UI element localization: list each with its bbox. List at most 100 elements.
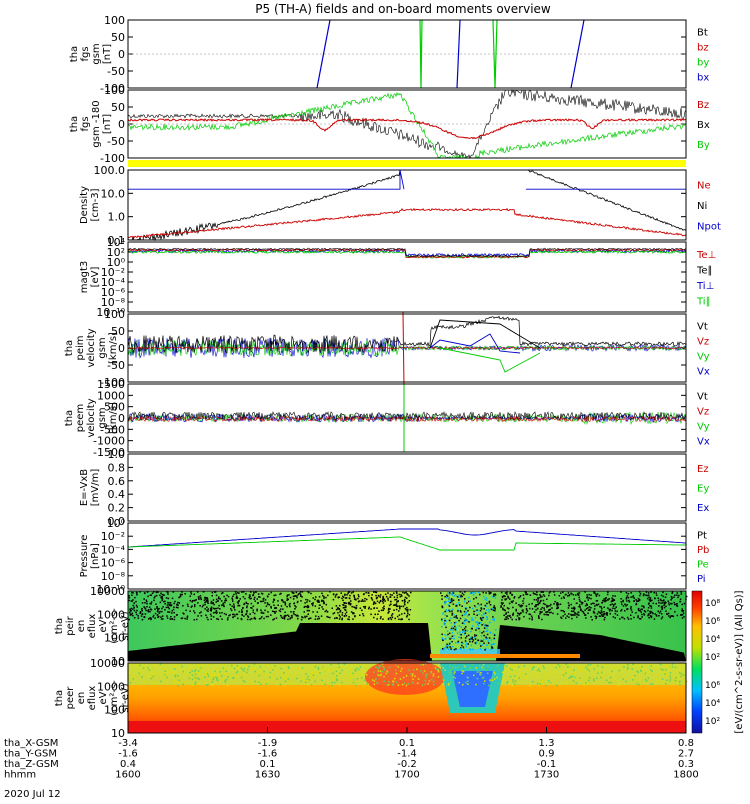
speckle-mid	[451, 625, 453, 628]
speckle	[400, 593, 402, 596]
speckle	[571, 675, 574, 678]
speckle	[161, 596, 164, 598]
speckle	[611, 597, 613, 599]
speckle	[391, 684, 394, 686]
speckle	[256, 674, 259, 676]
speckle	[168, 611, 171, 613]
speckle	[674, 679, 677, 682]
speckle	[399, 670, 402, 672]
speckle	[215, 676, 217, 678]
speckle	[517, 612, 519, 614]
speckle-mid	[450, 617, 452, 620]
speckle	[375, 666, 377, 668]
speckle	[463, 664, 465, 666]
speckle	[679, 600, 682, 603]
panel-frame	[127, 169, 687, 241]
speckle-mid	[485, 609, 488, 611]
speckle-mid	[492, 608, 494, 610]
speckle	[198, 596, 200, 598]
speckle	[556, 602, 558, 604]
speckle-mid	[446, 615, 448, 617]
speckle	[458, 681, 460, 684]
speckle	[353, 606, 355, 608]
legend-temperature: Te⊥	[696, 250, 716, 261]
speckle	[291, 591, 293, 594]
speckle	[641, 616, 643, 618]
speckle	[669, 665, 671, 668]
speckle	[193, 619, 196, 621]
speckle	[682, 674, 685, 676]
speckle	[518, 618, 520, 621]
speckle	[625, 596, 628, 599]
speckle	[363, 670, 365, 672]
speckle	[338, 596, 340, 598]
speckle	[312, 604, 314, 607]
speckle	[241, 609, 243, 611]
speckle	[487, 684, 490, 687]
speckle	[575, 594, 577, 596]
speckle	[157, 616, 159, 618]
speckle	[642, 668, 644, 670]
speckle-mid	[483, 595, 485, 598]
speckle	[332, 672, 334, 675]
speckle-mid	[469, 600, 471, 602]
speckle	[540, 611, 542, 614]
speckle	[351, 605, 353, 608]
speckle-mid	[474, 616, 477, 619]
speckle	[594, 605, 596, 607]
speckle	[148, 606, 151, 608]
speckle-mid	[458, 599, 460, 601]
speckle	[605, 612, 608, 614]
speckle	[342, 607, 345, 609]
speckle-mid	[452, 591, 454, 593]
speckle	[481, 677, 484, 679]
speckle	[244, 682, 246, 684]
speckle	[662, 673, 664, 675]
speckle	[612, 595, 614, 597]
speckle	[410, 591, 412, 594]
speckle	[175, 614, 178, 616]
speckle	[518, 677, 520, 679]
speckle	[640, 670, 642, 672]
speckle	[540, 595, 542, 597]
speckle	[496, 676, 498, 679]
speckle	[284, 601, 286, 603]
speckle	[660, 613, 663, 615]
speckle	[487, 665, 490, 668]
speckle	[254, 670, 256, 673]
speckle	[512, 612, 515, 615]
speckle	[290, 676, 293, 678]
speckle	[174, 666, 176, 668]
speckle	[172, 591, 175, 593]
trace-Te	[127, 248, 687, 259]
speckle	[513, 675, 516, 677]
speckle	[189, 595, 191, 597]
speckle	[588, 676, 591, 679]
speckle	[354, 615, 356, 617]
speckle-mid	[458, 604, 461, 606]
speckle	[307, 605, 310, 608]
speckle-mid	[483, 608, 485, 610]
speckle	[499, 678, 501, 680]
speckle	[254, 600, 256, 602]
speckle	[635, 603, 637, 606]
speckle	[200, 667, 202, 669]
y-axis-label: magt3	[79, 261, 90, 294]
speckle	[503, 595, 505, 597]
speckle	[603, 600, 605, 602]
speckle	[348, 591, 351, 593]
speckle	[343, 602, 346, 604]
speckle	[294, 595, 296, 597]
speckle	[238, 592, 240, 594]
speckle	[670, 602, 672, 605]
y-axis-label: peim	[75, 335, 86, 360]
speckle	[207, 602, 209, 604]
speckle	[346, 594, 348, 596]
speckle	[542, 602, 545, 605]
speckle	[593, 668, 595, 670]
speckle-mid	[457, 640, 460, 643]
y-axis-label: fgs	[80, 116, 91, 131]
speckle	[167, 606, 169, 608]
speckle	[235, 597, 238, 599]
speckle	[205, 672, 207, 674]
